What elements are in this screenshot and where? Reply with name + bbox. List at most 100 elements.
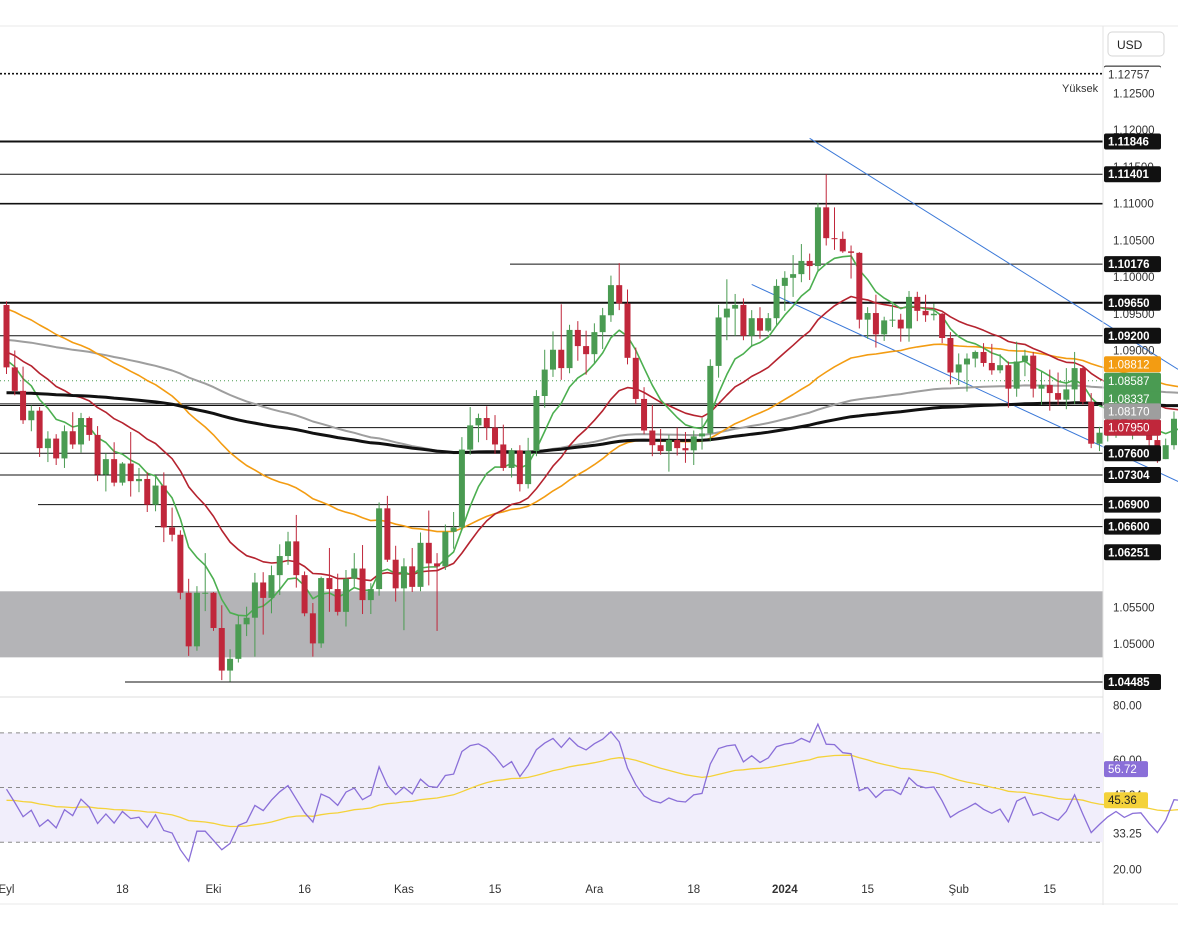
support-zone-rect	[0, 591, 1103, 657]
high-label: Yüksek	[1062, 83, 1099, 95]
candle-body	[699, 433, 705, 436]
candle-body	[161, 486, 167, 528]
candle-body	[418, 543, 424, 587]
value-tag-label: 1.08812	[1108, 359, 1150, 371]
candle-body	[293, 541, 299, 575]
candle	[815, 203, 821, 271]
candle-body	[459, 450, 465, 528]
candle-body	[153, 486, 159, 505]
candle-body	[401, 566, 407, 588]
candle-body	[484, 418, 490, 428]
candle-body	[931, 314, 937, 315]
candle-body	[600, 315, 606, 332]
candle-body	[37, 411, 43, 448]
candle-body	[53, 439, 59, 459]
candle-body	[244, 618, 250, 625]
value-tag-label: 1.08170	[1108, 406, 1150, 418]
rsi-value-tag-label: 56.72	[1108, 764, 1137, 776]
candle-body	[691, 436, 697, 450]
candle-body	[724, 309, 730, 318]
candle-body	[335, 589, 341, 612]
candle-body	[732, 305, 738, 309]
candle	[318, 577, 324, 648]
candle-body	[169, 527, 175, 534]
candle-body	[823, 207, 829, 238]
candle-body	[360, 569, 366, 601]
candle	[376, 502, 382, 595]
price-tick-label: 1.10000	[1113, 272, 1155, 284]
candle-body	[442, 532, 448, 567]
candle-body	[260, 582, 266, 597]
candle-body	[964, 359, 970, 365]
candle-body	[1047, 385, 1053, 393]
candle-body	[103, 459, 109, 474]
candle-body	[409, 566, 415, 587]
time-axis-label: Şub	[948, 884, 968, 896]
candle-body	[1014, 362, 1020, 389]
level-price-tag: 1.11846	[1104, 134, 1161, 150]
candle-body	[616, 285, 622, 303]
candle-body	[856, 253, 862, 320]
level-price-tag: 1.06251	[1104, 544, 1161, 560]
candle	[302, 571, 308, 616]
candle-body	[533, 396, 539, 451]
candle-body	[509, 450, 515, 468]
candle-body	[219, 628, 225, 671]
candle-body	[45, 439, 51, 449]
candle-body	[1063, 389, 1069, 399]
level-price-tag: 1.09200	[1104, 328, 1161, 344]
level-price-tag-label: 1.04485	[1108, 677, 1150, 689]
time-axis-label: 16	[298, 884, 311, 896]
candle-body	[1163, 445, 1169, 459]
candle-body	[782, 278, 788, 286]
candle-body	[1055, 393, 1061, 400]
candle-body	[202, 593, 208, 594]
candle-body	[757, 318, 763, 330]
candle-body	[128, 464, 134, 482]
candle-body	[1030, 356, 1036, 389]
candle-body	[285, 541, 291, 556]
candle-body	[376, 508, 382, 589]
candle-body	[467, 425, 473, 449]
candle-body	[790, 274, 796, 278]
candle-body	[517, 450, 523, 484]
level-price-tag-label: 1.10176	[1108, 259, 1150, 271]
candle-body	[310, 613, 316, 643]
candle-body	[939, 314, 945, 338]
candle-body	[227, 659, 233, 671]
level-price-tag: 1.06600	[1104, 519, 1161, 535]
candle-body	[674, 440, 680, 448]
value-tag: 1.07950	[1104, 420, 1161, 436]
level-price-tag: 1.06900	[1104, 497, 1161, 513]
candle-body	[252, 582, 258, 617]
value-tag-label: 1.08587	[1108, 376, 1150, 388]
candle-body	[558, 350, 564, 368]
rsi-tick-label: 80.00	[1113, 700, 1142, 712]
candle-body	[119, 464, 125, 483]
candle-body	[12, 367, 18, 390]
candle-body	[525, 451, 531, 484]
candle-body	[426, 543, 432, 564]
currency-label: USD	[1117, 38, 1143, 52]
high-marker: Yüksek	[1058, 80, 1102, 96]
candle	[177, 530, 183, 599]
candle-body	[989, 363, 995, 370]
candle	[774, 279, 780, 325]
candle-body	[1039, 385, 1045, 389]
time-axis-label: 15	[1043, 884, 1056, 896]
candle-body	[840, 239, 846, 251]
candle-body	[78, 418, 84, 444]
candle-body	[923, 311, 929, 315]
price-tick-label: 1.05500	[1113, 602, 1155, 614]
candle-body	[682, 448, 688, 450]
candle-body	[500, 444, 506, 467]
candle-body	[326, 578, 332, 589]
currency-button[interactable]: USD	[1108, 32, 1164, 56]
time-axis-label: 15	[861, 884, 874, 896]
candle-body	[1096, 433, 1102, 444]
candle-body	[492, 428, 498, 445]
candle-body	[707, 366, 713, 434]
rsi-pane	[0, 724, 1178, 861]
candle-body	[914, 297, 920, 311]
